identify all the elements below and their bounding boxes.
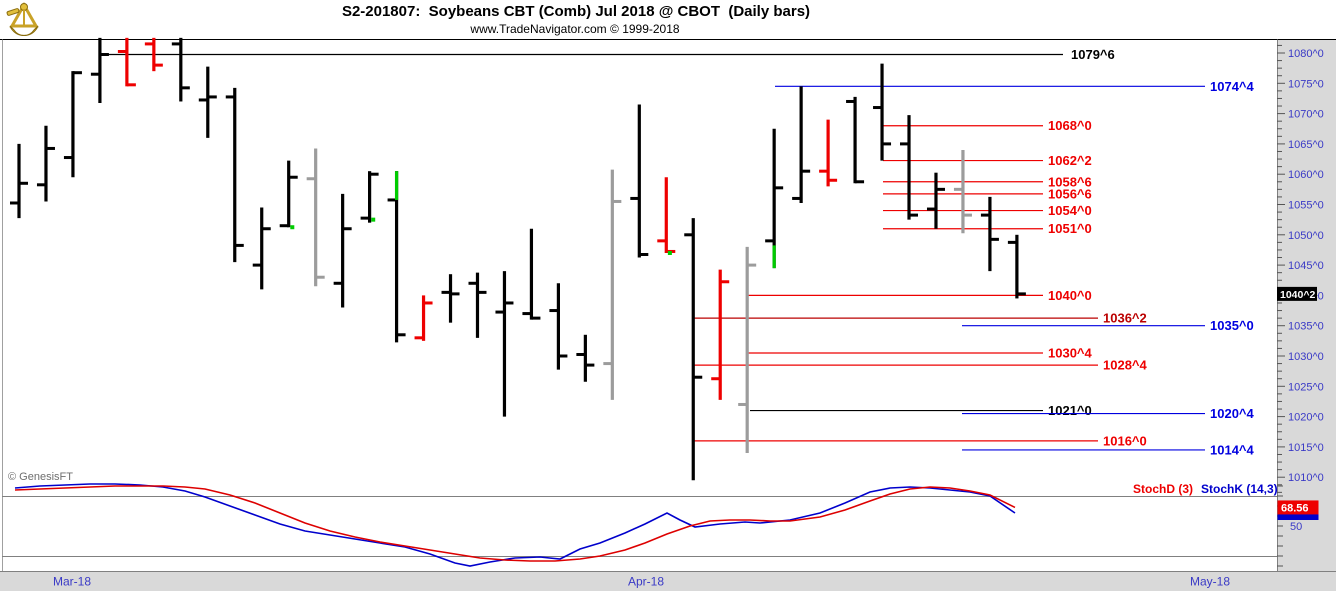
price-axis-label-1020^0: 1020^0 — [1288, 412, 1324, 424]
price-axis-label-1030^0: 1030^0 — [1288, 351, 1324, 363]
ohlc-bar-9[interactable] — [225, 87, 244, 263]
price-axis-label-1025^0: 1025^0 — [1288, 381, 1324, 393]
ohlc-bar-4[interactable] — [90, 37, 109, 103]
time-axis[interactable]: Mar-18 Apr-18 May-18 — [53, 575, 1230, 589]
ohlc-bar-14[interactable] — [360, 171, 379, 223]
date-label-Apr-18: Apr-18 — [628, 575, 664, 589]
ohlc-bar-22[interactable] — [576, 334, 595, 382]
ohlc-bars[interactable] — [10, 37, 1026, 481]
price-axis-label-1075^0: 1075^0 — [1288, 78, 1324, 90]
ohlc-bar-30[interactable] — [792, 86, 811, 203]
ohlc-bar-16[interactable] — [414, 295, 433, 341]
ohlc-bar-17[interactable] — [441, 274, 460, 323]
price-axis-label-1080^0: 1080^0 — [1288, 48, 1324, 60]
ohlc-bar-36[interactable] — [953, 149, 972, 234]
date-label-Mar-18: Mar-18 — [53, 575, 91, 589]
level-label-1014^4: 1014^4 — [1210, 442, 1255, 457]
level-label-1058^6: 1058^6 — [1048, 174, 1092, 189]
ohlc-bar-7[interactable] — [171, 37, 190, 102]
level-label-1062^2: 1062^2 — [1048, 153, 1092, 168]
stochd-badge-bg — [1277, 500, 1319, 515]
price-axis-label-1015^0: 1015^0 — [1288, 442, 1324, 454]
current-price-badge-bg — [1277, 286, 1317, 301]
ohlc-bar-26[interactable] — [684, 218, 703, 481]
stochd-badge-text: 68.56 — [1281, 502, 1309, 514]
level-label-1016^0: 1016^0 — [1103, 433, 1147, 448]
level-label-1056^6: 1056^6 — [1048, 186, 1092, 201]
ohlc-bar-34[interactable] — [900, 115, 919, 220]
level-label-1068^0: 1068^0 — [1048, 118, 1092, 133]
genesis-watermark: © GenesisFT — [8, 471, 73, 483]
level-label-1036^2: 1036^2 — [1103, 311, 1147, 326]
level-label-1035^0: 1035^0 — [1210, 318, 1254, 333]
stochd-value-badge[interactable]: 68.56 — [1277, 500, 1319, 515]
trade-navigator-logo — [4, 1, 44, 37]
ohlc-bar-29[interactable] — [765, 128, 784, 269]
ohlc-bar-1[interactable] — [10, 143, 28, 219]
ohlc-bar-24[interactable] — [630, 104, 649, 258]
stochk-indicator-label: StochK (14,3) — [1201, 482, 1278, 496]
bar-green-mark — [667, 250, 672, 255]
ohlc-bar-27[interactable] — [711, 269, 730, 400]
price-axis-label-1050^0: 1050^0 — [1288, 230, 1324, 242]
level-label-1020^4: 1020^4 — [1210, 406, 1255, 421]
stoch-gridlines — [2, 496, 1277, 557]
stochk-line — [14, 483, 1016, 567]
ohlc-bar-37[interactable] — [980, 196, 999, 272]
ohlc-bar-5[interactable] — [117, 37, 136, 87]
stochd-line — [14, 485, 1016, 562]
ohlc-bar-19[interactable] — [495, 271, 514, 417]
ohlc-bar-35[interactable] — [926, 172, 945, 229]
chart-subtitle: www.TradeNavigator.com © 1999-2018 — [470, 22, 680, 36]
level-label-1054^0: 1054^0 — [1048, 203, 1092, 218]
ohlc-bar-15[interactable] — [387, 171, 406, 343]
price-axis-label-1060^0: 1060^0 — [1288, 169, 1324, 181]
ohlc-bar-32[interactable] — [846, 96, 865, 184]
ohlc-bar-13[interactable] — [333, 193, 352, 308]
price-axis-strip[interactable] — [1278, 39, 1336, 572]
ohlc-bar-10[interactable] — [252, 207, 271, 290]
price-axis-label-1045^0: 1045^0 — [1288, 260, 1324, 272]
price-axis-label-1065^0: 1065^0 — [1288, 139, 1324, 151]
ohlc-bar-12[interactable] — [306, 148, 325, 287]
price-axis-label-1010^0: 1010^0 — [1288, 472, 1324, 484]
ohlc-bar-2[interactable] — [36, 125, 55, 202]
ohlc-bar-31[interactable] — [819, 119, 838, 187]
ohlc-bar-11[interactable] — [279, 160, 298, 230]
ohlc-bar-28[interactable] — [738, 246, 757, 453]
current-price-badge[interactable]: 1040^2 — [1277, 286, 1317, 301]
level-label-1074^4: 1074^4 — [1210, 79, 1255, 94]
ohlc-bar-33[interactable] — [873, 63, 892, 161]
price-axis-label-1070^0: 1070^0 — [1288, 109, 1324, 121]
level-label-1040^0: 1040^0 — [1048, 288, 1092, 303]
price-axis-label-1055^0: 1055^0 — [1288, 200, 1324, 212]
ohlc-bar-21[interactable] — [549, 283, 568, 370]
price-axis-label-1035^0: 1035^0 — [1288, 321, 1324, 333]
ohlc-bar-18[interactable] — [468, 272, 487, 338]
ohlc-bar-38[interactable] — [1007, 234, 1026, 299]
ohlc-bar-23[interactable] — [603, 169, 622, 400]
stochd-indicator-label: StochD (3) — [1133, 482, 1193, 496]
level-label-1021^0: 1021^0 — [1048, 403, 1092, 418]
level-label-1079^6: 1079^6 — [1071, 47, 1115, 62]
ohlc-bar-25[interactable] — [657, 177, 676, 255]
ohlc-bar-8[interactable] — [198, 66, 217, 138]
ohlc-bar-3[interactable] — [63, 71, 82, 178]
sextant-icon — [6, 1, 39, 37]
time-axis-strip[interactable] — [0, 572, 1336, 591]
date-label-May-18: May-18 — [1190, 575, 1230, 589]
chart-title: S2-201807: Soybeans CBT (Comb) Jul 2018 … — [341, 3, 811, 20]
level-label-1030^4: 1030^4 — [1048, 345, 1093, 360]
stoch-axis-50-label: 50 — [1290, 521, 1302, 533]
bar-green-mark — [290, 225, 295, 230]
current-price-badge-text: 1040^2 — [1280, 289, 1315, 301]
level-label-1051^0: 1051^0 — [1048, 221, 1092, 236]
bar-green-mark — [371, 217, 376, 222]
ohlc-bar-20[interactable] — [522, 228, 541, 320]
level-label-1028^4: 1028^4 — [1103, 358, 1148, 373]
ohlc-bar-6[interactable] — [144, 37, 163, 72]
